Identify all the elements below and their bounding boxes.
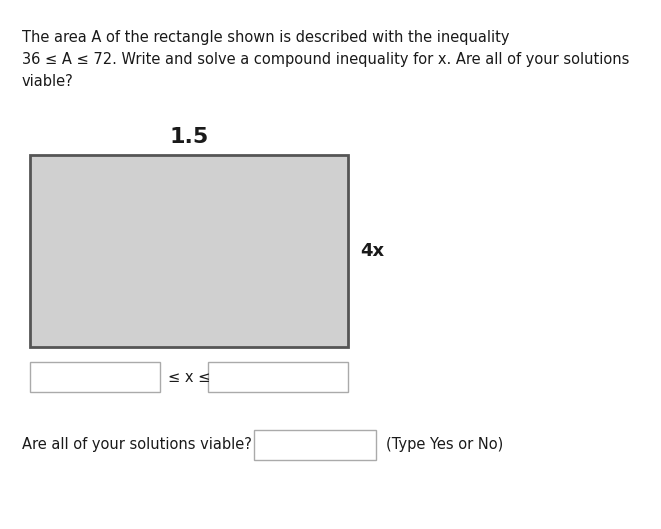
Text: viable?: viable? xyxy=(22,74,74,89)
Text: (Type Yes or No): (Type Yes or No) xyxy=(386,437,503,452)
Text: ≤ x ≤: ≤ x ≤ xyxy=(168,369,210,385)
Text: 4x: 4x xyxy=(360,242,384,260)
Text: 1.5: 1.5 xyxy=(169,127,209,147)
Bar xyxy=(208,362,348,392)
Bar xyxy=(30,362,160,392)
Text: The area A of the rectangle shown is described with the inequality: The area A of the rectangle shown is des… xyxy=(22,30,510,45)
Bar xyxy=(30,155,348,347)
Text: 36 ≤ A ≤ 72. Write and solve a compound inequality for x. Are all of your soluti: 36 ≤ A ≤ 72. Write and solve a compound … xyxy=(22,52,629,67)
Text: Are all of your solutions viable?: Are all of your solutions viable? xyxy=(22,437,252,452)
Bar xyxy=(254,430,376,460)
